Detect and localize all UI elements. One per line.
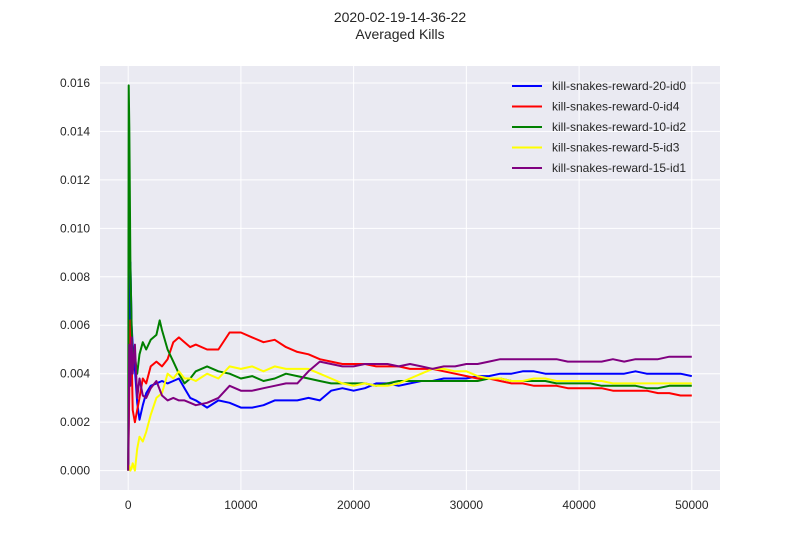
plot-area [100,66,720,490]
y-tick-label: 0.006 [60,318,90,332]
x-tick-label: 50000 [675,498,709,512]
series-line-kill-snakes-reward-10-id2 [127,84,692,471]
chart-title-line-1: 2020-02-19-14-36-22 [334,9,467,25]
x-tick-label: 30000 [450,498,484,512]
y-tick-label: 0.002 [60,415,90,429]
y-tick-label: 0.004 [60,367,90,381]
series-layer [127,84,693,472]
y-tick-label: 0.000 [60,464,90,478]
legend: kill-snakes-reward-20-id0 kill-snakes-rew… [512,79,686,175]
y-tick-label: 0.014 [60,124,90,138]
x-tick-label: 20000 [337,498,371,512]
y-tick-label: 0.008 [60,270,90,284]
legend-label-kill-snakes-reward-20-id0: kill-snakes-reward-20-id0 [552,79,686,93]
legend-label-kill-snakes-reward-0-id4: kill-snakes-reward-0-id4 [552,100,680,114]
x-tick-label: 40000 [562,498,596,512]
legend-label-kill-snakes-reward-15-id1: kill-snakes-reward-15-id1 [552,161,686,175]
y-tick-label: 0.010 [60,221,90,235]
grid-lines [100,66,720,490]
y-tick-label: 0.012 [60,173,90,187]
x-axis: 0 10000 20000 30000 40000 50000 [125,498,709,512]
series-line-kill-snakes-reward-0-id4 [127,319,692,471]
x-tick-label: 0 [125,498,132,512]
chart-title-line-2: Averaged Kills [355,26,444,42]
y-tick-label: 0.016 [60,76,90,90]
legend-label-kill-snakes-reward-10-id2: kill-snakes-reward-10-id2 [552,120,686,134]
x-tick-label: 10000 [224,498,258,512]
series-line-kill-snakes-reward-15-id1 [127,336,692,471]
legend-label-kill-snakes-reward-5-id3: kill-snakes-reward-5-id3 [552,141,680,155]
series-line-kill-snakes-reward-5-id3 [127,365,692,472]
y-axis: 0.000 0.002 0.004 0.006 0.008 0.010 0.012 0.014… [60,76,90,478]
